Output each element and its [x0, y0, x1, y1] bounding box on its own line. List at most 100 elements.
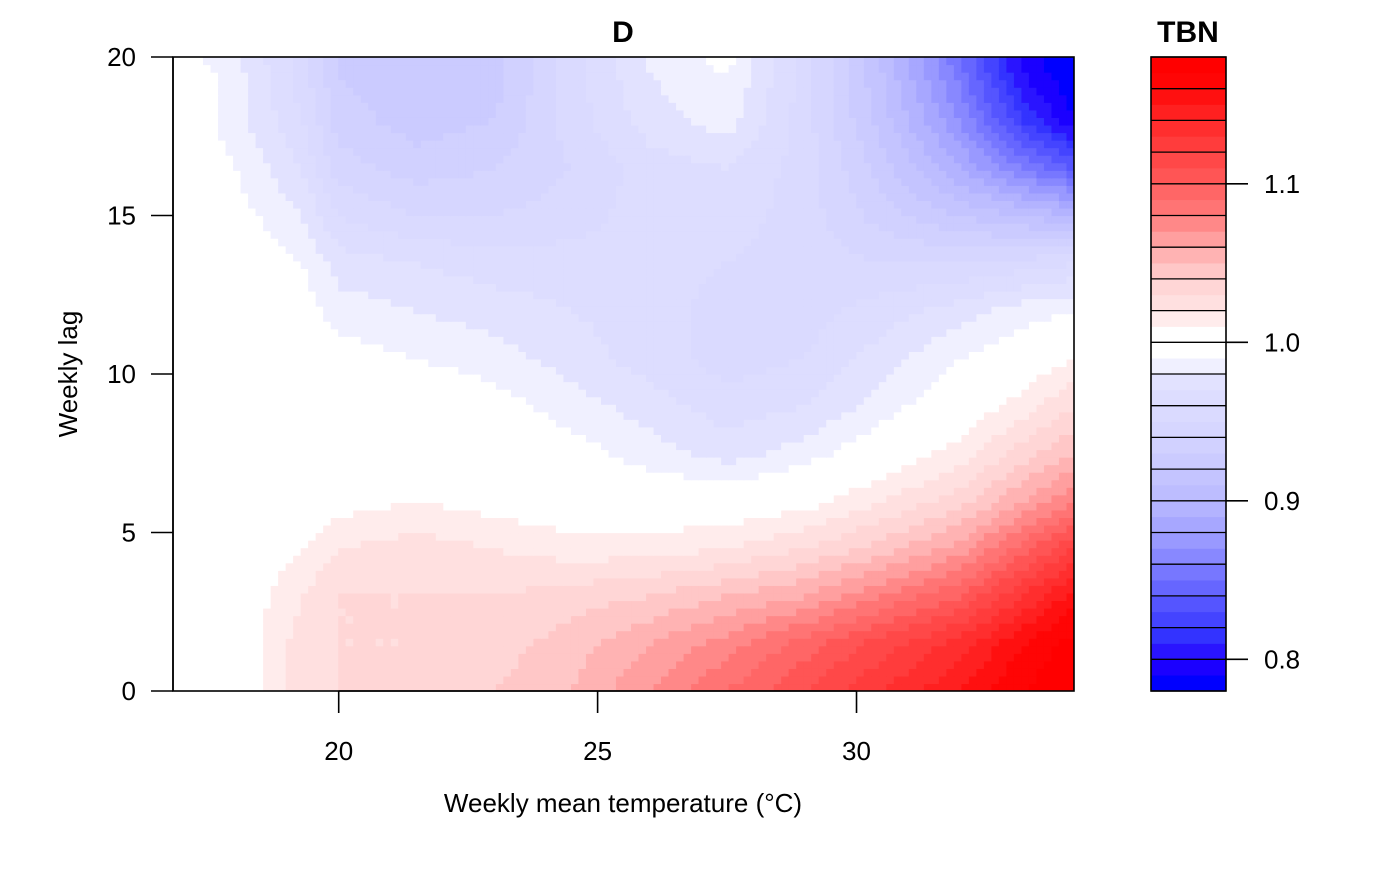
contour-cell: [593, 592, 602, 602]
contour-cell: [743, 668, 752, 677]
contour-cell: [510, 585, 519, 594]
contour-cell: [195, 562, 204, 571]
contour-cell: [848, 660, 857, 669]
contour-cell: [998, 570, 1008, 579]
contour-cell: [668, 509, 677, 519]
contour-cell: [713, 675, 722, 685]
contour-cell: [555, 494, 565, 503]
contour-cell: [263, 404, 272, 413]
contour-cell: [938, 570, 947, 579]
contour-cell: [375, 502, 384, 511]
contour-cell: [533, 404, 542, 413]
contour-cell: [585, 389, 595, 398]
contour-cell: [345, 645, 354, 654]
contour-cell: [1058, 600, 1068, 609]
contour-cell: [218, 502, 227, 511]
contour-cell: [826, 615, 835, 624]
contour-cell: [263, 524, 272, 534]
contour-cell: [938, 494, 947, 503]
contour-cell: [811, 600, 820, 609]
contour-cell: [188, 623, 197, 632]
contour-cell: [503, 389, 512, 398]
contour-cell: [691, 434, 700, 443]
contour-cell: [600, 464, 610, 473]
contour-cell: [345, 517, 354, 526]
contour-cell: [916, 653, 925, 662]
contour-cell: [240, 645, 249, 654]
contour-cell: [428, 426, 437, 435]
contour-cell: [495, 411, 504, 420]
contour-cell: [848, 396, 857, 405]
contour-cell: [683, 487, 692, 496]
contour-cell: [615, 630, 625, 639]
contour-cell: [203, 532, 212, 541]
contour-cell: [473, 675, 482, 685]
contour-cell: [1036, 434, 1045, 443]
contour-cell: [548, 615, 557, 624]
contour-cell: [533, 524, 542, 534]
contour-cell: [375, 675, 384, 685]
contour-cell: [713, 396, 722, 405]
contour-cell: [916, 630, 925, 639]
contour-cell: [1006, 562, 1015, 571]
contour-cell: [796, 457, 805, 466]
contour-cell: [1043, 540, 1053, 549]
contour-cell: [631, 426, 640, 435]
contour-cell: [833, 532, 842, 541]
contour-cell: [510, 449, 519, 458]
contour-cell: [420, 562, 429, 571]
contour-cell: [203, 487, 212, 496]
contour-cell: [600, 668, 610, 677]
contour-cell: [661, 645, 670, 654]
contour-cell: [683, 472, 692, 481]
contour-cell: [788, 381, 797, 390]
contour-cell: [593, 396, 602, 405]
contour-cell: [338, 472, 347, 481]
contour-cell: [218, 577, 227, 586]
contour-cell: [998, 434, 1008, 443]
contour-cell: [773, 441, 782, 451]
contour-cell: [886, 441, 895, 451]
contour-cell: [653, 441, 662, 451]
contour-cell: [953, 600, 962, 609]
contour-cell: [946, 653, 955, 662]
contour-cell: [608, 675, 617, 685]
contour-cell: [841, 472, 850, 481]
contour-cell: [826, 404, 835, 413]
contour-cell: [278, 653, 287, 662]
contour-cell: [323, 668, 332, 677]
contour-cell: [646, 404, 655, 413]
contour-cell: [653, 464, 662, 473]
contour-cell: [330, 449, 339, 458]
contour-cell: [368, 396, 377, 405]
contour-cell: [585, 396, 595, 405]
contour-cell: [413, 389, 422, 398]
contour-cell: [721, 411, 730, 420]
contour-cell: [218, 668, 227, 677]
contour-cell: [938, 479, 947, 488]
contour-cell: [428, 494, 437, 503]
contour-cell: [751, 562, 760, 571]
contour-cell: [976, 585, 985, 594]
contour-cell: [255, 532, 264, 541]
contour-cell: [751, 502, 760, 511]
contour-cell: [683, 374, 692, 383]
contour-cell: [413, 585, 422, 594]
contour-cell: [1058, 404, 1068, 413]
contour-cell: [338, 389, 347, 398]
contour-cell: [721, 532, 730, 541]
contour-cell: [893, 457, 902, 466]
contour-cell: [345, 577, 354, 586]
contour-cell: [458, 396, 467, 405]
contour-cell: [1028, 547, 1038, 556]
contour-cell: [668, 653, 677, 662]
contour-cell: [240, 668, 249, 677]
contour-cell: [443, 540, 452, 549]
contour-cell: [631, 600, 640, 609]
contour-cell: [585, 600, 595, 609]
contour-cell: [218, 592, 227, 602]
contour-cell: [848, 623, 857, 632]
contour-cell: [773, 615, 782, 624]
contour-cell: [953, 441, 962, 451]
contour-cell: [826, 472, 835, 481]
